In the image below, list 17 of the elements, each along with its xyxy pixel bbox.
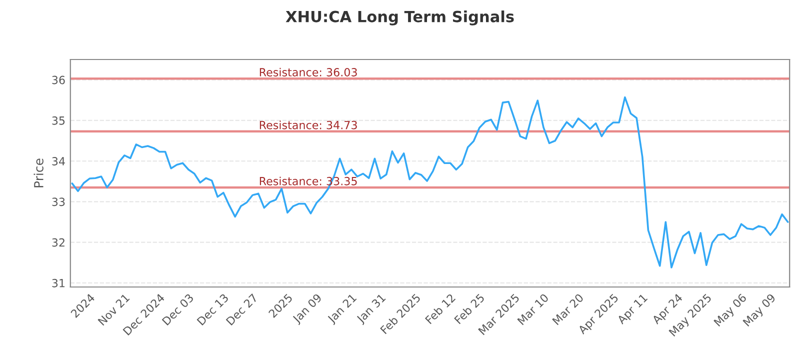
x-tick-label: Jan 31 (356, 293, 388, 326)
x-tick-label: Jan 21 (326, 293, 358, 326)
line-series (71, 96, 789, 268)
y-tick-label: 32 (52, 238, 64, 247)
chart-title: XHU:CA Long Term Signals (286, 10, 514, 26)
ref-line-label: Resistance: 34.73 (260, 120, 357, 130)
x-tick-label: Jan 09 (292, 293, 324, 326)
y-tick-label: 33 (52, 198, 65, 206)
y-tick-label: 34 (52, 157, 65, 166)
ref-line-label: Resistance: 36.03 (260, 68, 357, 76)
x-tick-label: Nov 21 (98, 293, 130, 326)
y-tick-label: 31 (52, 278, 65, 288)
y-tick-label: 35 (52, 116, 65, 125)
x-tick-label: Apr 11 (616, 294, 650, 326)
y-tick-label: 36 (52, 76, 65, 84)
x-tick-label: Mar 20 (552, 293, 584, 326)
y-axis-title: Price (34, 158, 44, 188)
